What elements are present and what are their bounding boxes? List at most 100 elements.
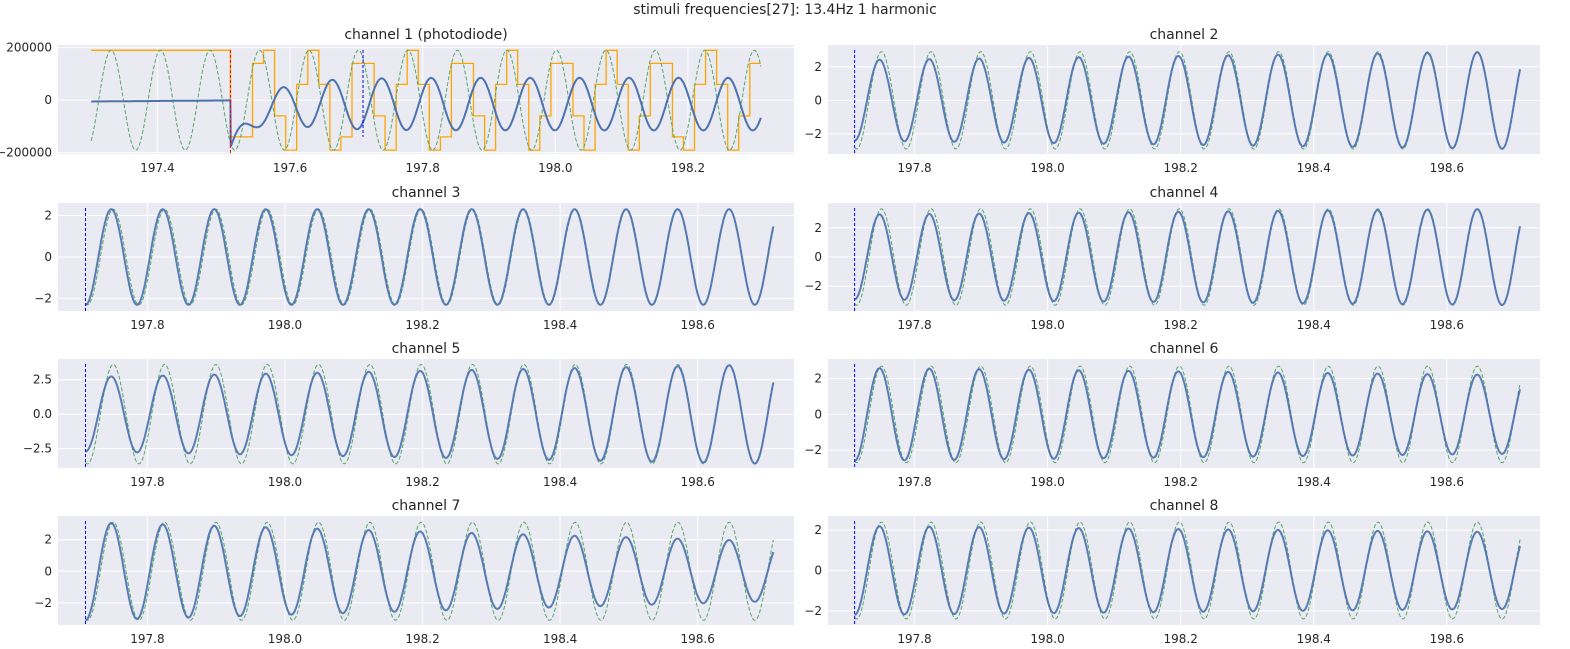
plot-area xyxy=(854,364,1521,468)
plot-area xyxy=(854,208,1521,311)
signal-trace xyxy=(85,208,775,306)
panel-title: channel 4 xyxy=(1150,185,1219,201)
y-tick-label: 0.0 xyxy=(33,407,52,421)
x-tick-label: 198.0 xyxy=(538,161,572,175)
reference-sine xyxy=(85,521,774,621)
y-tick-label: 2 xyxy=(814,221,822,235)
x-tick-label: 198.0 xyxy=(268,632,302,646)
reference-sine xyxy=(854,208,1521,306)
panel-title: channel 1 (photodiode) xyxy=(344,27,507,43)
x-tick-label: 198.2 xyxy=(1163,161,1197,175)
y-tick-label: 2 xyxy=(814,372,822,386)
x-tick-label: 198.2 xyxy=(405,318,439,332)
signal-trace xyxy=(854,51,1521,150)
x-tick-label: 198.2 xyxy=(1163,632,1197,646)
x-tick-label: 197.8 xyxy=(130,632,164,646)
plot-area xyxy=(854,50,1521,154)
x-tick-label: 198.4 xyxy=(1297,161,1331,175)
x-tick-label: 197.8 xyxy=(897,632,931,646)
x-tick-label: 198.6 xyxy=(1430,632,1464,646)
x-tick-label: 198.4 xyxy=(543,318,577,332)
y-tick-label: 2 xyxy=(814,60,822,74)
panel-7: 197.8 198.0 198.2 198.4 198.6 −2 0 2 channel 7 xyxy=(34,498,794,646)
y-tick-label: −200000 xyxy=(0,146,52,160)
y-tick-label: −2 xyxy=(804,279,822,293)
x-tick-label: 198.0 xyxy=(268,475,302,489)
y-tick-label: 0 xyxy=(44,250,52,264)
x-tick-label: 198.4 xyxy=(1297,475,1331,489)
signal-trace xyxy=(85,364,775,465)
x-tick-label: 198.2 xyxy=(405,475,439,489)
panel-title: channel 5 xyxy=(392,341,461,357)
x-tick-label: 198.2 xyxy=(1163,475,1197,489)
panel-5: 197.8 198.0 198.2 198.4 198.6 −2.5 0.0 2.5 chann… xyxy=(23,341,794,489)
y-tick-label: 2 xyxy=(814,523,822,537)
y-tick-label: −2 xyxy=(804,604,822,618)
x-tick-label: 198.0 xyxy=(1030,161,1064,175)
reference-sine xyxy=(85,363,774,465)
x-tick-label: 198.4 xyxy=(543,475,577,489)
y-tick-label: −2.5 xyxy=(23,442,52,456)
panel-title: channel 7 xyxy=(392,498,461,514)
y-tick-label: −2 xyxy=(34,292,52,306)
figure-title: stimuli frequencies[27]: 13.4Hz 1 harmon… xyxy=(633,2,937,18)
signal-trace xyxy=(854,367,1521,462)
y-tick-label: −2 xyxy=(804,127,822,141)
x-tick-label: 198.4 xyxy=(543,632,577,646)
x-tick-label: 198.6 xyxy=(681,475,715,489)
plot-area xyxy=(85,521,775,625)
plot-area xyxy=(854,521,1521,625)
panel-2: 197.8 198.0 198.2 198.4 198.6 −2 0 2 channel 2 xyxy=(804,27,1540,175)
y-tick-label: 200000 xyxy=(6,41,52,55)
x-tick-label: 197.8 xyxy=(130,318,164,332)
x-tick-label: 198.4 xyxy=(1297,632,1331,646)
x-tick-label: 197.8 xyxy=(897,161,931,175)
panel-title: channel 8 xyxy=(1150,498,1219,514)
panel-title: channel 6 xyxy=(1150,341,1219,357)
plot-area xyxy=(90,49,762,154)
signal-trace xyxy=(854,208,1521,306)
y-tick-label: −2 xyxy=(804,443,822,457)
reference-sine xyxy=(854,365,1521,464)
x-tick-label: 198.6 xyxy=(681,632,715,646)
x-tick-label: 198.2 xyxy=(405,632,439,646)
y-tick-label: 0 xyxy=(814,93,822,107)
y-tick-label: 0 xyxy=(814,407,822,421)
x-tick-label: 198.0 xyxy=(1030,318,1064,332)
x-tick-label: 197.8 xyxy=(130,475,164,489)
stimulus-trace xyxy=(91,49,761,151)
signal-trace xyxy=(854,525,1521,616)
signal-trace xyxy=(91,76,762,147)
y-tick-label: 0 xyxy=(44,564,52,578)
panel-8: 197.8 198.0 198.2 198.4 198.6 −2 0 2 channel 8 xyxy=(804,498,1540,646)
y-tick-label: 0 xyxy=(814,564,822,578)
reference-sine xyxy=(90,49,762,151)
panel-1: 197.4 197.6 197.8 198.0 198.2 −200000 0 200000 c… xyxy=(0,27,794,175)
y-tick-label: 2 xyxy=(44,208,52,222)
x-tick-label: 198.6 xyxy=(1430,318,1464,332)
x-tick-label: 198.0 xyxy=(1030,632,1064,646)
signal-trace xyxy=(85,521,775,622)
x-tick-label: 198.0 xyxy=(1030,475,1064,489)
y-tick-label: 0 xyxy=(814,250,822,264)
y-tick-label: 2 xyxy=(44,533,52,547)
plot-area xyxy=(85,208,775,311)
plot-background xyxy=(58,516,794,625)
panel-4: 197.8 198.0 198.2 198.4 198.6 −2 0 2 channel 4 xyxy=(804,185,1540,332)
panel-title: channel 2 xyxy=(1150,27,1219,43)
panel-title: channel 3 xyxy=(392,185,461,201)
panel-6: 197.8 198.0 198.2 198.4 198.6 −2 0 2 channel 6 xyxy=(804,341,1540,489)
x-tick-label: 198.6 xyxy=(1430,475,1464,489)
x-tick-label: 198.6 xyxy=(1430,161,1464,175)
x-tick-label: 198.2 xyxy=(1163,318,1197,332)
y-tick-label: −2 xyxy=(34,596,52,610)
x-tick-label: 197.6 xyxy=(273,161,307,175)
x-tick-label: 197.8 xyxy=(897,318,931,332)
plot-area xyxy=(85,363,775,468)
x-tick-label: 198.4 xyxy=(1297,318,1331,332)
x-tick-label: 197.8 xyxy=(406,161,440,175)
x-tick-label: 197.4 xyxy=(140,161,174,175)
x-tick-label: 198.0 xyxy=(268,318,302,332)
x-tick-label: 198.6 xyxy=(681,318,715,332)
